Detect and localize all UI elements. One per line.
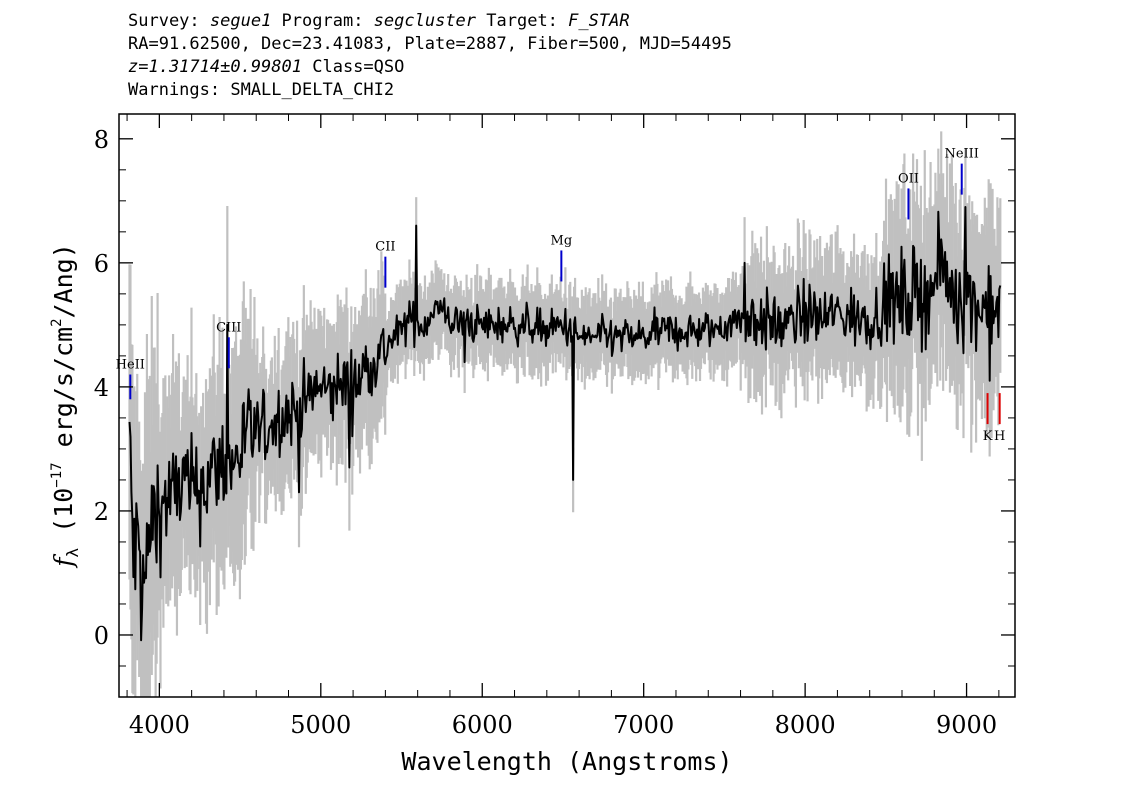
header-line-redshift: z=1.31714±0.99801 Class=QSO: [128, 56, 732, 79]
redshift-value: z=1.31714±0.99801: [128, 57, 302, 77]
survey-value: segue1: [209, 11, 272, 31]
y-label-b: erg/s/cm: [49, 327, 78, 462]
axis-ticks: 4000 5000 6000 7000 8000 9000 0 2 4 6 8: [94, 114, 1015, 739]
y-label-sub: λ: [63, 548, 82, 558]
line-label-ciii: CIII: [216, 320, 241, 335]
spectral-lines: HeII CIII CII Mg OII NeIII K H: [116, 147, 1006, 444]
target-value: F_STAR: [568, 11, 630, 31]
header-line-coords: RA=91.62500, Dec=23.41083, Plate=2887, F…: [128, 34, 732, 54]
spectrum-header: Survey: segue1 Program: segcluster Targe…: [128, 10, 732, 102]
y-tick-label: 4: [94, 374, 109, 402]
y-label-f: f: [49, 554, 78, 569]
y-tick-label: 2: [94, 498, 109, 526]
y-label-exp1: −17: [49, 462, 65, 487]
line-label-cii: CII: [375, 240, 395, 255]
x-tick-label: 4000: [129, 711, 190, 739]
line-label-neiii: NeIII: [944, 147, 978, 162]
line-label-h: H: [994, 429, 1005, 444]
y-tick-label: 8: [94, 126, 109, 154]
program-value: segcluster: [373, 11, 477, 31]
header-line-warnings: Warnings: SMALL_DELTA_CHI2: [128, 80, 395, 100]
y-tick-label: 6: [94, 250, 109, 278]
x-tick-label: 9000: [936, 711, 997, 739]
class-value: Class=QSO: [302, 57, 405, 77]
flux-polyline: [128, 206, 1002, 642]
survey-label: Survey:: [128, 11, 210, 31]
y-axis-label: fλ (10−17 erg/s/cm2/Ang): [49, 243, 82, 569]
y-label-exp2: 2: [49, 318, 65, 326]
y-label-a: (10: [49, 488, 78, 548]
header-line-survey: Survey: segue1 Program: segcluster Targe…: [128, 10, 732, 33]
x-tick-label: 7000: [613, 711, 674, 739]
x-tick-label: 8000: [775, 711, 836, 739]
line-label-heii: HeII: [116, 357, 145, 372]
flux-line: [128, 206, 1002, 642]
x-tick-label: 6000: [452, 711, 513, 739]
line-label-mg: Mg: [551, 233, 573, 248]
program-label: Program:: [271, 11, 374, 31]
plot-frame: [118, 113, 1016, 698]
line-label-k: K: [983, 429, 993, 444]
target-label: Target:: [476, 11, 569, 31]
line-label-oii: OII: [898, 171, 919, 186]
y-tick-label: 0: [94, 622, 109, 650]
y-label-c: /Ang): [49, 243, 78, 318]
x-tick-label: 5000: [290, 711, 351, 739]
x-axis-label: Wavelength (Angstroms): [401, 747, 732, 776]
